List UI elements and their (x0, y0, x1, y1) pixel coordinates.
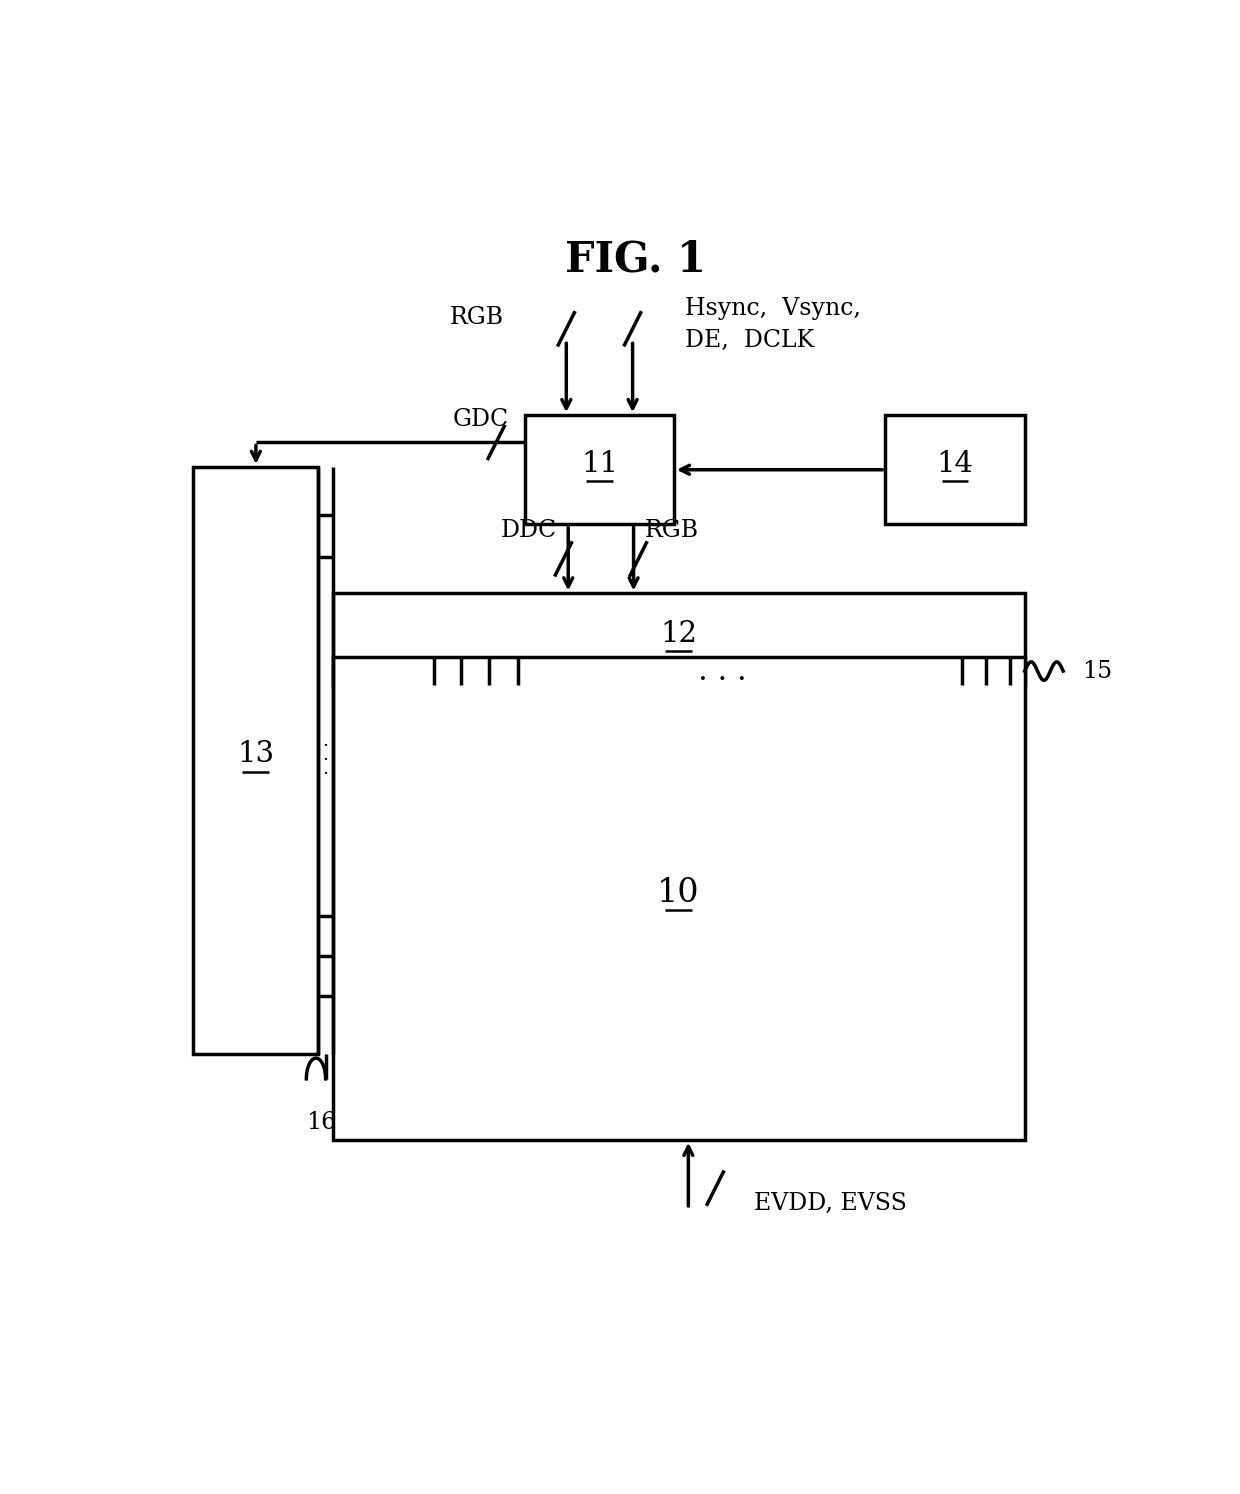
Bar (525, 415, 675, 524)
Text: FIG. 1: FIG. 1 (565, 239, 706, 281)
Text: 15: 15 (1083, 659, 1112, 683)
Text: ·: · (322, 751, 329, 769)
Bar (332, 593, 1024, 686)
Text: ·: · (322, 765, 329, 783)
Text: 14: 14 (936, 450, 973, 478)
Text: DE,  DCLK: DE, DCLK (686, 329, 815, 351)
Text: EVDD, EVSS: EVDD, EVSS (754, 1192, 906, 1215)
Text: 11: 11 (582, 450, 618, 478)
Text: DDC: DDC (501, 518, 557, 542)
Text: 13: 13 (237, 741, 274, 768)
Text: 10: 10 (657, 877, 701, 908)
Text: ·: · (322, 738, 329, 756)
Bar (885, 415, 1024, 524)
Text: . . .: . . . (698, 656, 746, 687)
Text: 16: 16 (305, 1112, 336, 1134)
Text: Hsync,  Vsync,: Hsync, Vsync, (686, 297, 862, 320)
Text: GDC: GDC (453, 408, 510, 430)
Bar (332, 657, 1024, 1140)
Text: 12: 12 (660, 620, 697, 648)
Text: RGB: RGB (450, 306, 503, 329)
Bar (193, 466, 319, 1053)
Text: RGB: RGB (645, 518, 699, 542)
